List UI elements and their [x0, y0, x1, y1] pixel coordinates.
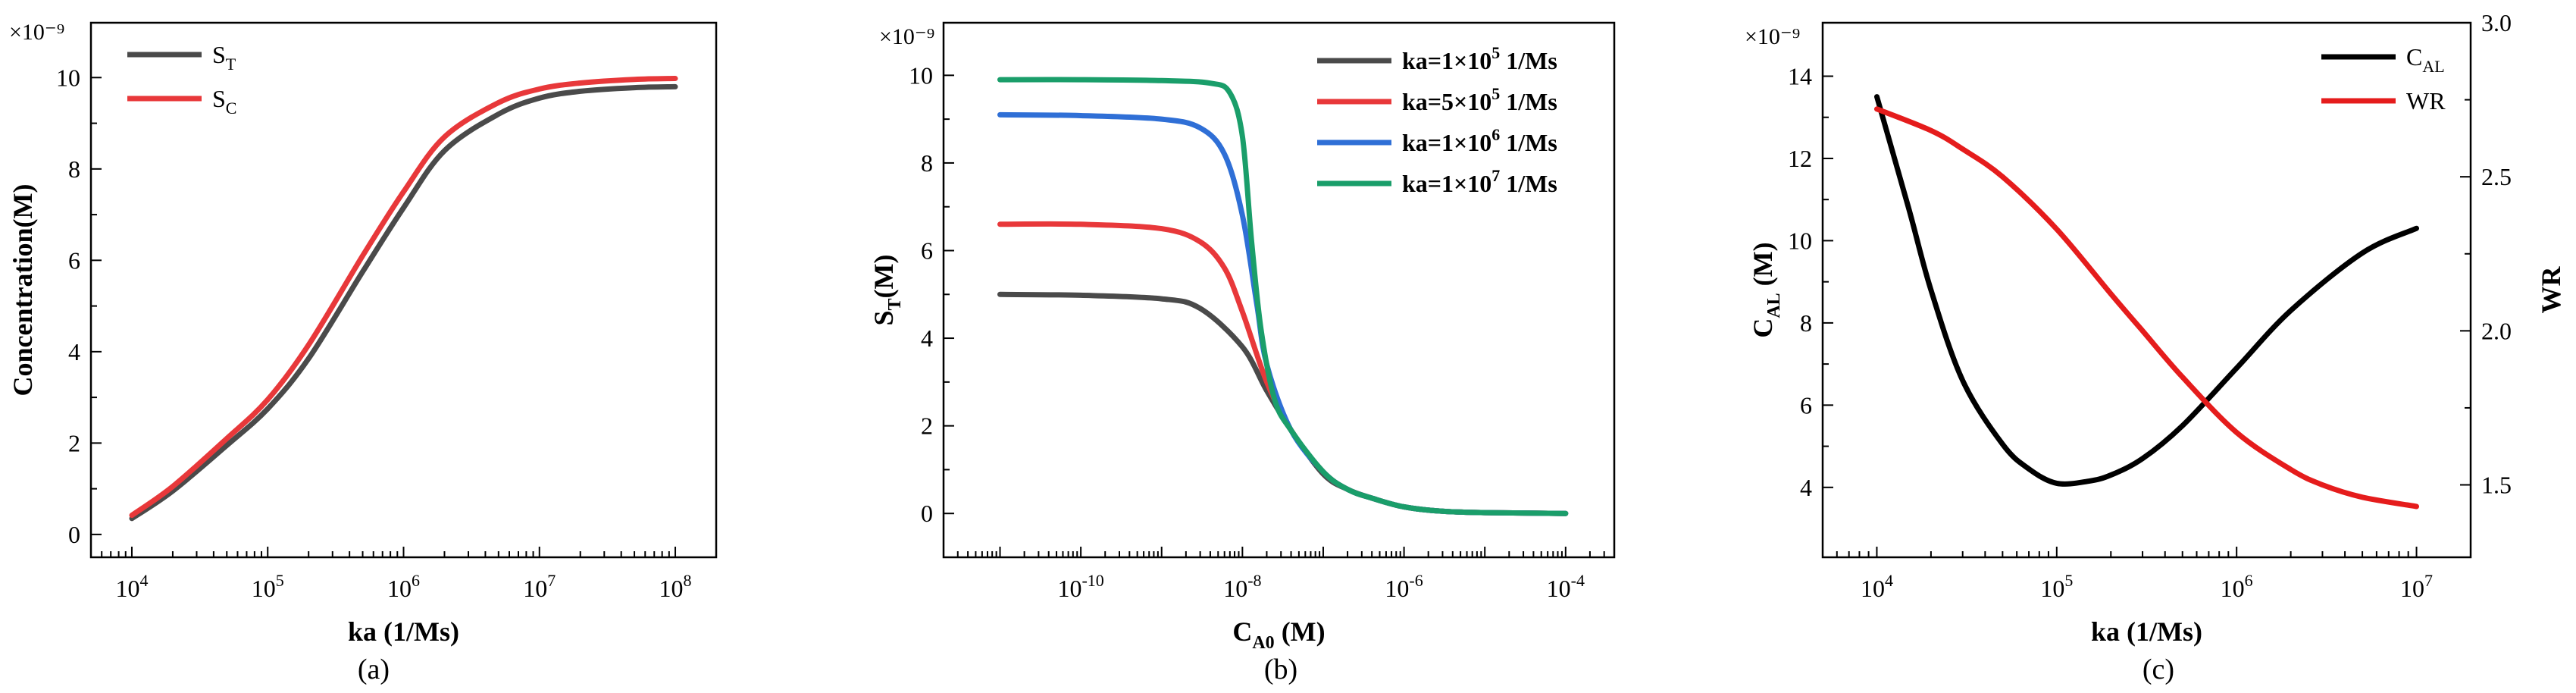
y-multiplier-label: ×10⁻⁹: [1745, 24, 1800, 49]
plot-frame: [942, 21, 1616, 559]
y-axis-title: ST(M): [869, 254, 905, 325]
y-tick-label: 6: [68, 246, 80, 274]
legend-label: ka=1×105 1/Ms: [1402, 43, 1557, 74]
x-tick-label: 106: [387, 571, 420, 602]
y-tick-label: 6: [1800, 391, 1812, 419]
y2-tick-label: 3.0: [2481, 9, 2512, 36]
x-axis-title: ka (1/Ms): [348, 616, 459, 647]
y-tick-label: 2: [68, 429, 80, 456]
series-line-c-1: [1874, 106, 2419, 510]
x-tick-label: 105: [2040, 571, 2073, 602]
series-line-a-0: [129, 83, 678, 522]
x-tick-label: 104: [115, 571, 148, 602]
y-multiplier-label: ×10⁻⁹: [9, 20, 64, 45]
legend-label: ST: [212, 41, 236, 74]
series-line-a-1: [129, 76, 678, 519]
y2-tick-label: 2.0: [2481, 317, 2512, 344]
chart-panel-a: 104 105 106 107 108 0 2 4 6 8 10 ×10⁻⁹ ka (1/Ms) Conc…: [8, 20, 718, 685]
y-tick-label: 10: [56, 64, 80, 91]
chart-panel-b: 10-10 10-8 10-6 10-4 0 2 4 6 8 10 ×10⁻⁹ CA0 (M) ST(M…: [869, 21, 1616, 685]
series-line-c-0: [1874, 94, 2419, 487]
x-tick-label: 107: [523, 571, 556, 602]
y-multiplier-label: ×10⁻⁹: [879, 24, 934, 49]
x-tick-label: 10-6: [1385, 571, 1423, 602]
y-tick-label: 4: [1800, 474, 1812, 501]
panel-caption: (a): [358, 654, 390, 685]
y-axis-title: CAL (M): [1748, 242, 1784, 337]
x-tick-label: 10-8: [1223, 571, 1261, 602]
x-tick-label: 10-10: [1057, 571, 1103, 602]
y-axis-title: Concentration(M): [8, 184, 38, 397]
x-tick-label: 107: [2400, 571, 2433, 602]
legend-label: CAL: [2406, 43, 2445, 76]
y2-tick-label: 2.5: [2481, 163, 2512, 190]
y-tick-label: 4: [921, 325, 933, 352]
x-tick-label: 104: [1861, 571, 1893, 602]
y-tick-label: 8: [68, 155, 80, 183]
panel-caption: (c): [2142, 654, 2174, 685]
y-tick-label: 2: [921, 412, 933, 440]
legend-label: ka=5×105 1/Ms: [1402, 84, 1557, 115]
series-line-b-0: [997, 291, 1569, 516]
y-tick-label: 0: [921, 500, 933, 527]
x-tick-label: 108: [659, 571, 692, 602]
legend-label: ka=1×107 1/Ms: [1402, 166, 1557, 197]
series-line-b-3: [997, 77, 1569, 516]
y-tick-label: 0: [68, 521, 80, 548]
x-tick-label: 106: [2221, 571, 2253, 602]
series-line-b-1: [997, 221, 1569, 516]
y-tick-label: 8: [1800, 309, 1812, 337]
legend-label: WR: [2406, 87, 2446, 114]
y-tick-label: 8: [921, 149, 933, 177]
y-tick-label: 10: [1788, 227, 1812, 254]
x-axis-title: ka (1/Ms): [2091, 616, 2202, 647]
y-tick-label: 10: [909, 61, 933, 89]
chart-panel-c: 104 105 106 107 4 6 8 10 12 14 1.5 2.0 2.5 3.0 WR ×10⁻⁹…: [1745, 9, 2566, 685]
y2-tick-label: 1.5: [2481, 472, 2512, 499]
y-tick-label: 14: [1788, 63, 1812, 90]
legend-label: ka=1×106 1/Ms: [1402, 125, 1557, 156]
panel-caption: (b): [1264, 654, 1297, 685]
x-tick-label: 10-4: [1547, 571, 1585, 602]
y-tick-label: 6: [921, 237, 933, 264]
x-axis-title: CA0 (M): [1232, 616, 1325, 653]
legend-label: SC: [212, 85, 236, 118]
y2-axis-title: WR: [2536, 266, 2566, 314]
y-tick-label: 12: [1788, 145, 1812, 172]
x-tick-label: 105: [252, 571, 284, 602]
y-tick-label: 4: [68, 338, 80, 365]
plot-frame: [1821, 21, 2472, 559]
